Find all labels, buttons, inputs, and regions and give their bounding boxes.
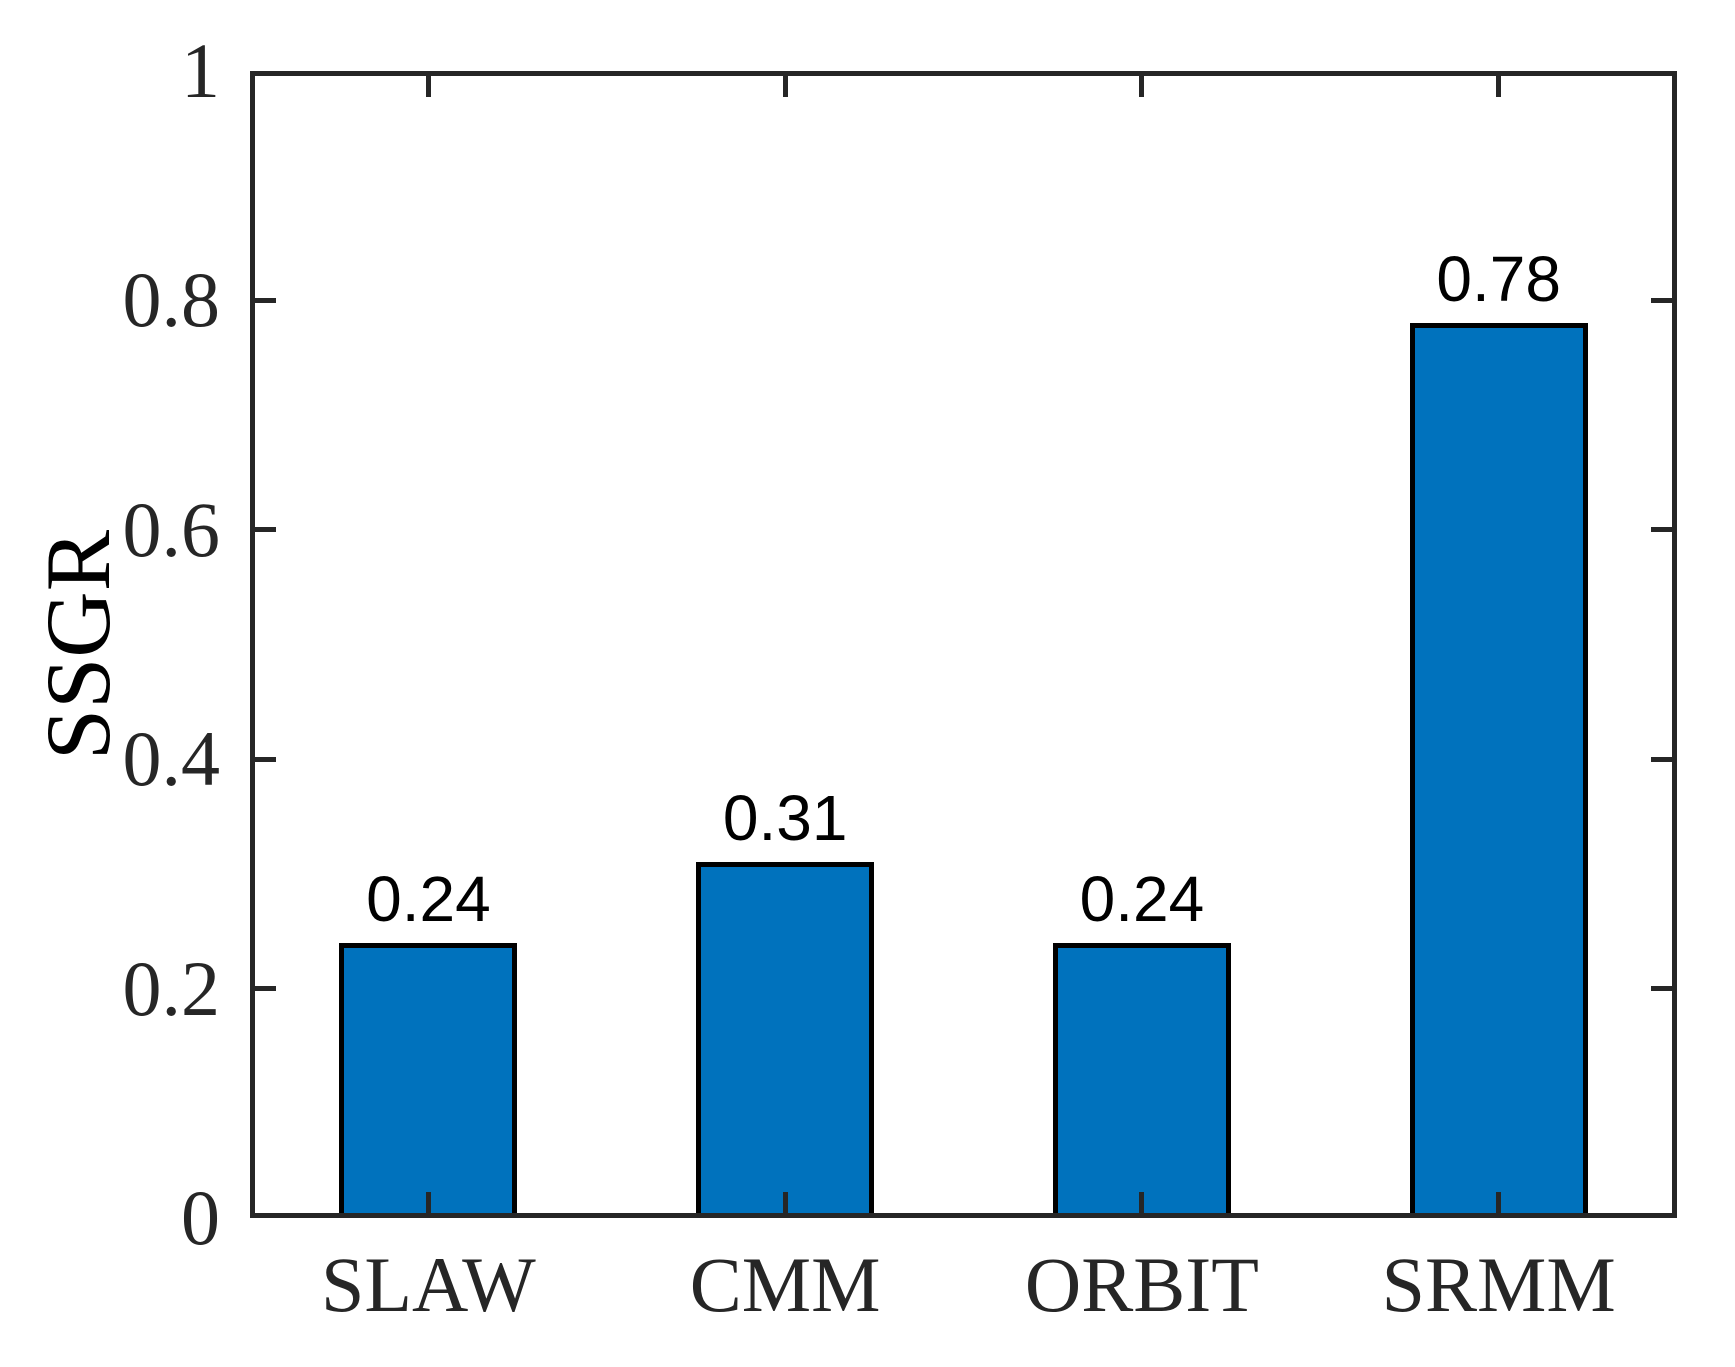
bar-value-label: 0.78 — [1436, 243, 1561, 315]
x-tick-top — [782, 71, 788, 97]
y-tick-left — [250, 756, 276, 762]
y-tick-label: 0.6 — [122, 485, 221, 573]
x-tick-label-slaw: SLAW — [321, 1241, 536, 1328]
x-tick-label-orbit: ORBIT — [1024, 1241, 1259, 1328]
x-tick-top — [425, 71, 431, 97]
y-tick-label: 0.8 — [122, 256, 221, 344]
bar-srmm — [1409, 323, 1588, 1218]
bar-value-label: 0.24 — [1079, 863, 1205, 935]
x-tick-bottom — [1139, 1192, 1145, 1218]
y-tick-left — [250, 527, 276, 533]
x-tick-top — [1496, 71, 1502, 97]
bar-cmm — [696, 862, 875, 1218]
y-tick-right — [1651, 527, 1677, 533]
y-tick-left — [250, 986, 276, 992]
y-tick-label: 1 — [181, 27, 220, 114]
x-tick-top — [1139, 71, 1145, 97]
bar-value-label: 0.24 — [366, 863, 491, 935]
bar-orbit — [1052, 943, 1231, 1218]
y-tick-left — [250, 297, 276, 303]
x-tick-bottom — [1496, 1192, 1502, 1218]
y-tick-label: 0.4 — [122, 715, 221, 803]
y-tick-right — [1651, 986, 1677, 992]
y-tick-right — [1651, 756, 1677, 762]
bar-slaw — [339, 943, 518, 1218]
bar-value-label: 0.31 — [722, 782, 848, 854]
y-tick-label: 0 — [181, 1174, 220, 1261]
x-tick-label-cmm: CMM — [689, 1241, 881, 1328]
plot-area: 0.24 0.31 0.24 0.78 — [250, 71, 1677, 1218]
x-tick-label-srmm: SRMM — [1381, 1241, 1616, 1328]
x-tick-bottom — [782, 1192, 788, 1218]
y-tick-label: 0.2 — [122, 944, 221, 1032]
y-tick-right — [1651, 297, 1677, 303]
x-tick-bottom — [425, 1192, 431, 1218]
